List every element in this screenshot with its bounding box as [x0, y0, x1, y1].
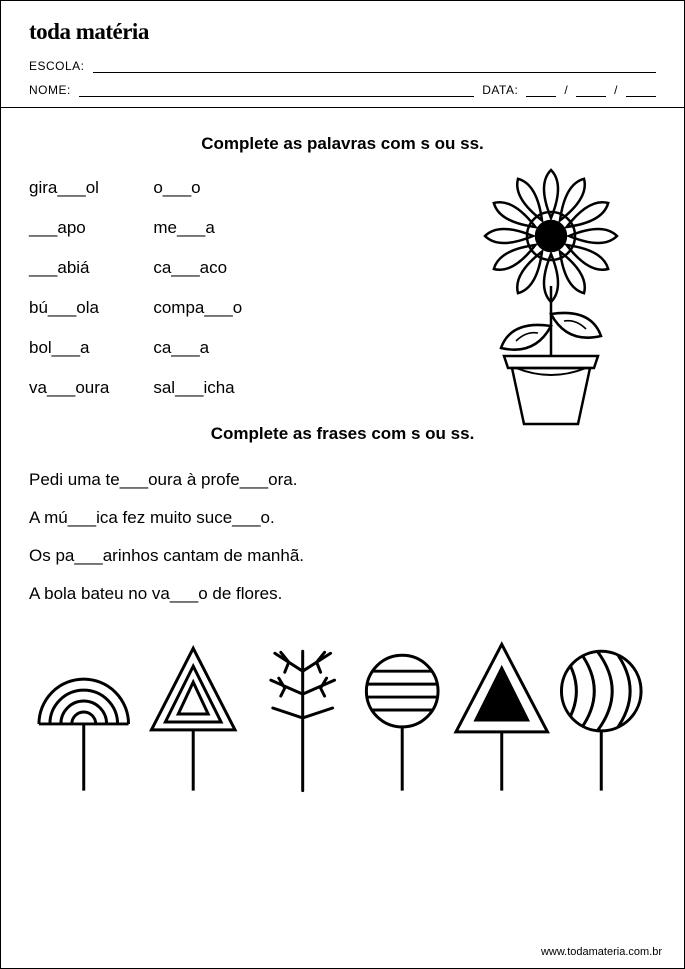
sentence[interactable]: A bola bateu no va___o de flores. [29, 584, 656, 604]
nome-label: NOME: [29, 83, 71, 97]
data-day-line[interactable] [526, 85, 556, 97]
data-month-line[interactable] [576, 85, 606, 97]
sentence-list: Pedi uma te___oura à profe___ora. A mú__… [29, 470, 656, 604]
word[interactable]: gira___ol [29, 178, 109, 198]
worksheet-page: toda matéria ESCOLA: NOME: DATA: / / Com… [0, 0, 685, 969]
escola-row: ESCOLA: [29, 59, 656, 73]
word[interactable]: ca___aco [153, 258, 242, 278]
word[interactable]: sal___icha [153, 378, 242, 398]
header-divider [1, 107, 684, 108]
word[interactable]: ___apo [29, 218, 109, 238]
data-year-line[interactable] [626, 85, 656, 97]
sentence[interactable]: Os pa___arinhos cantam de manhã. [29, 546, 656, 566]
escola-input-line[interactable] [93, 61, 656, 73]
words-area: gira___ol ___apo ___abiá bú___ola bol___… [29, 178, 656, 398]
site-logo: toda matéria [29, 19, 656, 45]
word[interactable]: compa___o [153, 298, 242, 318]
word[interactable]: bol___a [29, 338, 109, 358]
nome-input-line[interactable] [79, 85, 474, 97]
word[interactable]: ___abiá [29, 258, 109, 278]
word-column-1: gira___ol ___apo ___abiá bú___ola bol___… [29, 178, 109, 398]
footer-url: www.todamateria.com.br [541, 946, 662, 958]
word-column-2: o___o me___a ca___aco compa___o ca___a s… [153, 178, 242, 398]
word[interactable]: me___a [153, 218, 242, 238]
sentence[interactable]: A mú___ica fez muito suce___o. [29, 508, 656, 528]
trees-illustration [29, 626, 656, 801]
sentence[interactable]: Pedi uma te___oura à profe___ora. [29, 470, 656, 490]
sunflower-illustration [419, 178, 656, 398]
data-label: DATA: [482, 83, 518, 97]
word[interactable]: bú___ola [29, 298, 109, 318]
nome-row: NOME: DATA: / / [29, 83, 656, 97]
word[interactable]: o___o [153, 178, 242, 198]
word[interactable]: ca___a [153, 338, 242, 358]
word[interactable]: va___oura [29, 378, 109, 398]
escola-label: ESCOLA: [29, 59, 85, 73]
